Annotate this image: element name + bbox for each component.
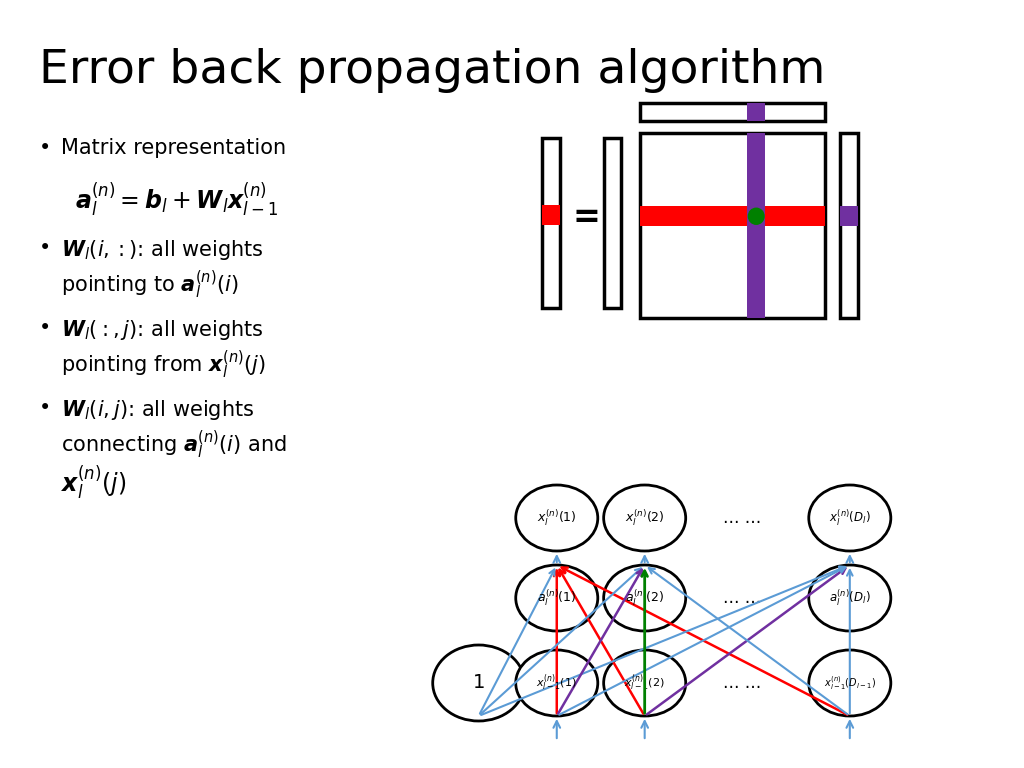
Ellipse shape: [809, 565, 891, 631]
Text: $\boldsymbol{W}_l(:,j)$: all weights: $\boldsymbol{W}_l(:,j)$: all weights: [60, 318, 263, 342]
Text: $\boldsymbol{x}_l^{(n)}(j)$: $\boldsymbol{x}_l^{(n)}(j)$: [60, 463, 126, 501]
Text: pointing from $\boldsymbol{x}_l^{(n)}(j)$: pointing from $\boldsymbol{x}_l^{(n)}(j)…: [60, 348, 265, 381]
Ellipse shape: [604, 565, 686, 631]
Text: $x_{l-1}^{(n)}(2)$: $x_{l-1}^{(n)}(2)$: [625, 673, 665, 694]
Text: $x_{l-1}^{(n)}(1)$: $x_{l-1}^{(n)}(1)$: [537, 673, 578, 694]
Circle shape: [749, 208, 764, 224]
Text: Error back propagation algorithm: Error back propagation algorithm: [39, 48, 825, 93]
Bar: [748, 103, 765, 121]
Text: $x_l^{(n)}(D_l)$: $x_l^{(n)}(D_l)$: [829, 508, 870, 528]
Text: •: •: [39, 398, 51, 418]
Ellipse shape: [809, 485, 891, 551]
Ellipse shape: [516, 565, 598, 631]
Text: … …: … …: [723, 589, 762, 607]
Text: 1: 1: [472, 674, 484, 693]
Bar: [640, 133, 825, 318]
Ellipse shape: [604, 650, 686, 716]
Text: … …: … …: [723, 509, 762, 527]
Text: Matrix representation: Matrix representation: [60, 138, 286, 158]
Ellipse shape: [809, 650, 891, 716]
Text: $x_l^{(n)}(2)$: $x_l^{(n)}(2)$: [625, 508, 665, 528]
Text: $a_l^{(n)}(2)$: $a_l^{(n)}(2)$: [625, 588, 665, 608]
Text: $\boldsymbol{a}_l^{(n)} = \boldsymbol{b}_l + \boldsymbol{W}_l\boldsymbol{x}_{l-1: $\boldsymbol{a}_l^{(n)} = \boldsymbol{b}…: [75, 180, 279, 218]
Bar: [640, 207, 825, 227]
Text: … …: … …: [723, 674, 762, 692]
Text: pointing to $\boldsymbol{a}_l^{(n)}(i)$: pointing to $\boldsymbol{a}_l^{(n)}(i)$: [60, 268, 239, 301]
Ellipse shape: [604, 485, 686, 551]
Text: $x_l^{(n)}(1)$: $x_l^{(n)}(1)$: [537, 508, 577, 528]
Bar: [604, 138, 622, 308]
Text: $x_{l-1}^{(n)}(D_{l-1})$: $x_{l-1}^{(n)}(D_{l-1})$: [823, 674, 876, 692]
Ellipse shape: [433, 645, 524, 721]
Text: •: •: [39, 138, 51, 158]
Text: =: =: [572, 201, 600, 234]
Text: connecting $\boldsymbol{a}_l^{(n)}(i)$ and: connecting $\boldsymbol{a}_l^{(n)}(i)$ a…: [60, 428, 287, 461]
Ellipse shape: [516, 485, 598, 551]
Bar: [640, 103, 825, 121]
Text: •: •: [39, 238, 51, 258]
Text: $\boldsymbol{W}_l(i,:)$: all weights: $\boldsymbol{W}_l(i,:)$: all weights: [60, 238, 263, 262]
Text: $a_l^{(n)}(D_l)$: $a_l^{(n)}(D_l)$: [829, 588, 870, 608]
Bar: [542, 204, 560, 224]
Text: $\boldsymbol{W}_l(i,j)$: all weights: $\boldsymbol{W}_l(i,j)$: all weights: [60, 398, 254, 422]
Bar: [840, 133, 858, 318]
Ellipse shape: [516, 650, 598, 716]
Bar: [840, 207, 858, 227]
Bar: [542, 138, 560, 308]
Bar: [748, 133, 765, 318]
Text: $a_l^{(n)}(1)$: $a_l^{(n)}(1)$: [537, 588, 577, 608]
Text: •: •: [39, 318, 51, 338]
